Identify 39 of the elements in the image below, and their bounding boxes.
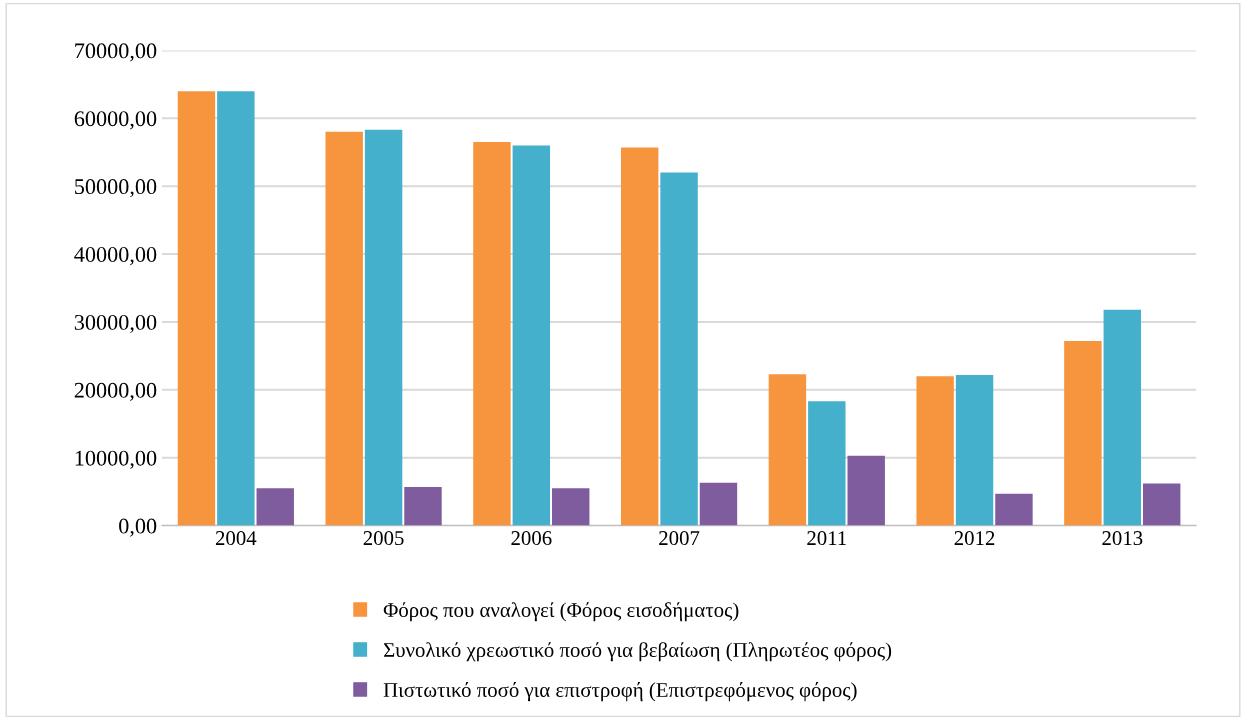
legend-label: Συνολικό χρεωστικό ποσό για βεβαίωση (Πληρωτέος φόρος) xyxy=(383,642,892,662)
x-tick-label: 2012 xyxy=(954,531,995,546)
bar xyxy=(552,488,590,526)
bar xyxy=(916,376,954,526)
bar xyxy=(660,172,698,526)
bar xyxy=(256,488,294,526)
y-tick-label: 10000,00 xyxy=(75,450,157,469)
bar xyxy=(620,147,659,526)
y-tick-label: 0,00 xyxy=(119,518,157,537)
legend-label: Φόρος που αναλογεί (Φόρος εισοδήματος) xyxy=(383,602,739,622)
bar xyxy=(217,91,255,526)
bar xyxy=(847,455,885,526)
x-tick-label: 2005 xyxy=(363,531,404,546)
y-tick-label: 40000,00 xyxy=(74,246,157,266)
y-tick-label: 30000,00 xyxy=(74,314,157,334)
bar xyxy=(325,131,363,526)
y-tick-label: 70000,00 xyxy=(75,43,157,62)
bar xyxy=(955,374,994,526)
bar xyxy=(512,145,551,526)
y-tick-label: 20000,00 xyxy=(74,382,157,401)
x-tick-label: 2007 xyxy=(659,531,700,546)
bar xyxy=(364,129,403,526)
y-tick-label: 50000,00 xyxy=(75,179,157,198)
bar xyxy=(1064,340,1102,526)
legend-label: Πιστωτικό ποσό για επιστροφή (Επιστρεφόμενος φόρος) xyxy=(383,682,857,702)
bar xyxy=(808,401,846,526)
x-tick-label: 2006 xyxy=(511,531,552,546)
x-tick-label: 2004 xyxy=(215,531,257,546)
bar xyxy=(404,486,442,526)
bar xyxy=(1142,483,1181,526)
bar xyxy=(473,142,511,526)
bar xyxy=(699,482,738,526)
bar xyxy=(768,374,807,526)
bar xyxy=(1103,309,1141,526)
bar xyxy=(177,91,216,526)
x-tick-label: 2011 xyxy=(807,531,846,546)
bar xyxy=(995,493,1033,526)
y-tick-label: 60000,00 xyxy=(74,111,157,130)
x-tick-label: 2013 xyxy=(1102,531,1143,546)
